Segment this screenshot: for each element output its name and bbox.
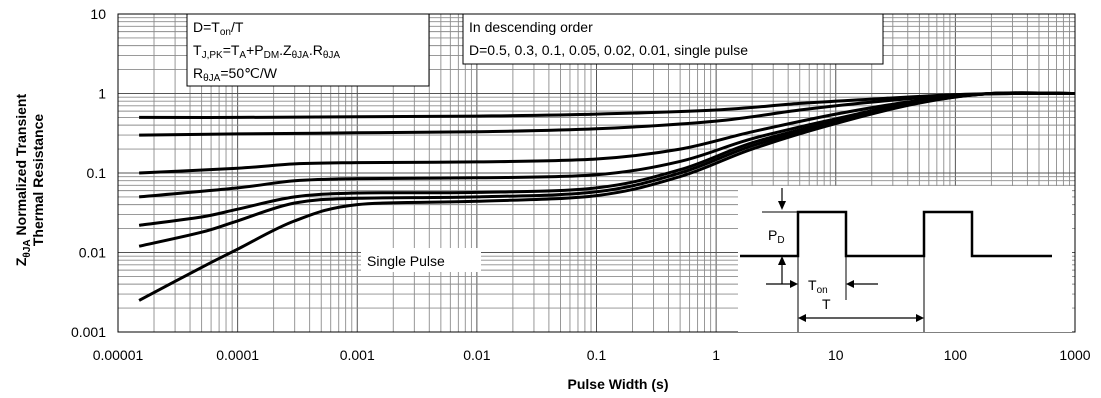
x-tick-label: 0.1 bbox=[587, 347, 607, 363]
svg-text:PD: PD bbox=[768, 227, 785, 246]
svg-text:ZθJA Normalized Transient: ZθJA Normalized Transient bbox=[13, 94, 33, 267]
svg-text:Single Pulse: Single Pulse bbox=[367, 253, 445, 269]
y-axis-label-subscript: θJA bbox=[22, 239, 33, 257]
x-tick-label: 1 bbox=[712, 347, 720, 363]
y-tick-label: 1 bbox=[98, 86, 106, 102]
svg-text:Ton: Ton bbox=[808, 277, 828, 296]
single-pulse-label: Single Pulse bbox=[361, 248, 481, 272]
annotation-box-formula: D=Ton/T TJ,PK=TA+PDM.ZθJA.RθJA RθJA=50℃/… bbox=[186, 13, 430, 87]
x-axis-label: Pulse Width (s) bbox=[568, 376, 669, 392]
series-line-4 bbox=[138, 91, 1076, 199]
y-axis-label-line1: Normalized Transient bbox=[13, 94, 29, 236]
x-tick-label: 0.001 bbox=[340, 347, 375, 363]
annotation-box-order: In descending order D=0.5, 0.3, 0.1, 0.0… bbox=[462, 13, 884, 65]
series-group bbox=[138, 91, 1076, 302]
svg-text:RθJA=50℃/W: RθJA=50℃/W bbox=[193, 65, 278, 84]
svg-text:T: T bbox=[822, 296, 831, 312]
y-tick-labels: 0.001 0.01 0.1 1 10 bbox=[71, 6, 106, 340]
x-tick-labels: 0.00001 0.0001 0.001 0.01 0.1 1 10 100 1000 bbox=[93, 347, 1091, 363]
y-tick-label: 0.001 bbox=[71, 324, 106, 340]
x-tick-label: 1000 bbox=[1059, 347, 1090, 363]
x-tick-label: 0.0001 bbox=[216, 347, 259, 363]
y-tick-label: 10 bbox=[90, 6, 106, 22]
x-tick-label: 0.01 bbox=[463, 347, 490, 363]
x-tick-label: 0.00001 bbox=[93, 347, 144, 363]
x-tick-label: 10 bbox=[828, 347, 844, 363]
series-line-7 bbox=[138, 91, 1076, 302]
svg-text:In descending order: In descending order bbox=[469, 19, 593, 35]
pulse-diagram: PD Ton T bbox=[738, 186, 1072, 332]
y-axis-label-symbol: Z bbox=[13, 257, 29, 266]
y-axis-label: ZθJA Normalized Transient Thermal Resist… bbox=[13, 94, 46, 267]
svg-text:TJ,PK=TA+PDM.ZθJA.RθJA: TJ,PK=TA+PDM.ZθJA.RθJA bbox=[193, 42, 340, 61]
y-tick-label: 0.01 bbox=[79, 245, 106, 261]
x-tick-label: 100 bbox=[944, 347, 968, 363]
y-tick-label: 0.1 bbox=[87, 165, 107, 181]
y-axis-label-line2: Thermal Resistance bbox=[30, 114, 46, 246]
svg-text:D=Ton/T: D=Ton/T bbox=[193, 19, 244, 38]
svg-text:D=0.5, 0.3, 0.1, 0.05, 0.02, 0: D=0.5, 0.3, 0.1, 0.05, 0.02, 0.01, singl… bbox=[469, 42, 748, 58]
